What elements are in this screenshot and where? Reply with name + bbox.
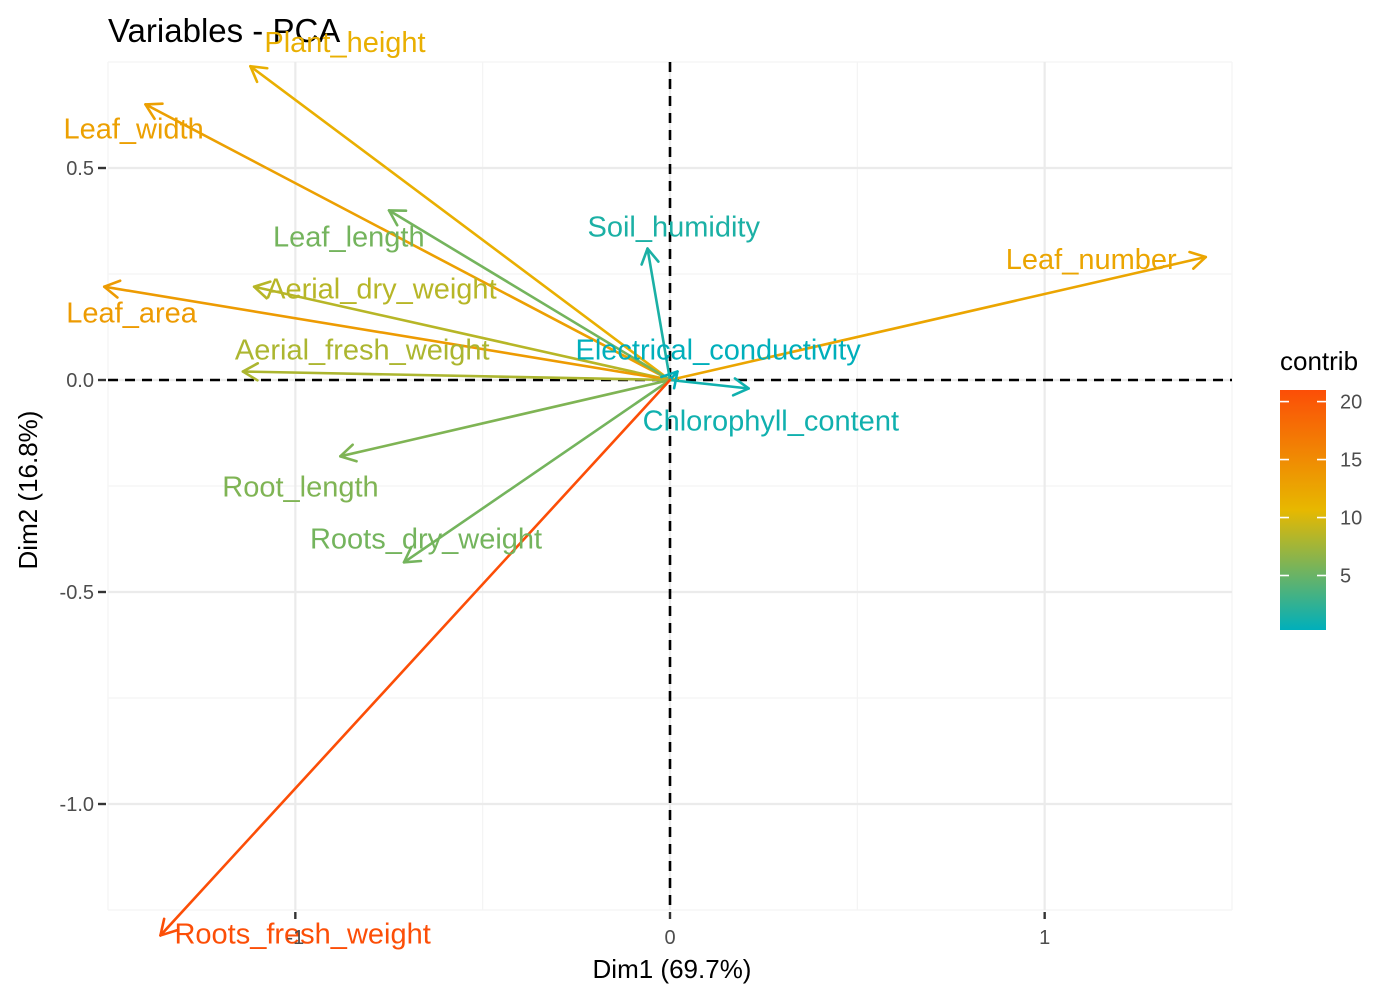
x-tick-label: 1 xyxy=(1039,927,1050,949)
arrow-head xyxy=(144,102,164,121)
y-tick-label: -0.5 xyxy=(60,582,94,604)
arrow-leaf-length xyxy=(387,209,672,382)
arrow-shaft xyxy=(144,103,672,382)
arrow-shaft xyxy=(646,247,672,382)
x-tick-label: -1 xyxy=(286,927,304,949)
arrow-head xyxy=(249,64,269,84)
arrow-head xyxy=(338,443,358,463)
legend-colorbar xyxy=(1280,390,1326,630)
label-soil-humidity: Soil_humidity xyxy=(588,212,761,244)
arrow-shaft xyxy=(159,378,672,937)
x-axis-title: Dim1 (69.7%) xyxy=(593,954,752,984)
arrow-shaft xyxy=(252,285,672,382)
arrow-leaf-number xyxy=(668,250,1208,382)
arrow-shaft xyxy=(402,378,672,564)
y-axis-ticks: -1.0 -0.5 0.0 0.5 xyxy=(60,158,106,816)
arrow-shaft xyxy=(338,378,672,458)
label-chlorophyll-content: Chlorophyll_content xyxy=(643,405,899,437)
label-leaf-number: Leaf_number xyxy=(1006,244,1177,276)
contrib-legend: contrib 5 10 15 20 xyxy=(1280,346,1362,630)
x-axis-ticks: -1 0 1 xyxy=(286,912,1050,949)
chart-title: Variables - PCA xyxy=(108,12,340,49)
legend-tick-label: 5 xyxy=(1340,566,1351,588)
arrow-shaft xyxy=(668,378,750,390)
label-roots-dry-weight: Roots_dry_weight xyxy=(310,523,542,555)
legend-ticks: 5 10 15 20 xyxy=(1280,392,1362,588)
arrow-head xyxy=(159,917,178,937)
label-leaf-area: Leaf_area xyxy=(66,298,197,330)
arrow-roots-fresh-weight xyxy=(159,378,672,937)
arrow-chlorophyll-content xyxy=(668,377,750,397)
arrow-aerial-dry-weight xyxy=(252,280,672,382)
label-roots-fresh-weight: Roots_fresh_weight xyxy=(174,918,430,950)
arrow-head xyxy=(241,362,260,382)
y-tick-label: -1.0 xyxy=(60,794,94,816)
x-tick-label: 0 xyxy=(664,927,675,949)
legend-title: contrib xyxy=(1280,346,1358,376)
y-tick-label: 0.0 xyxy=(66,370,94,392)
arrow-leaf-area xyxy=(102,279,672,382)
label-electrical-conductivity: Electrical_conductivity xyxy=(575,335,861,367)
legend-tick-label: 10 xyxy=(1340,508,1362,530)
label-aerial-fresh-weight: Aerial_fresh_weight xyxy=(235,335,490,367)
arrow-shaft xyxy=(249,64,672,382)
arrow-root-length xyxy=(338,378,672,463)
y-axis-title: Dim2 (16.8%) xyxy=(13,411,43,570)
arrow-head xyxy=(252,280,272,300)
label-root-length: Root_length xyxy=(222,471,378,503)
arrow-plant-height xyxy=(249,64,672,382)
arrow-shaft xyxy=(241,370,672,382)
arrow-head xyxy=(387,209,408,227)
arrow-electrical-conductivity xyxy=(660,370,679,390)
arrow-head xyxy=(102,279,122,299)
arrow-shaft xyxy=(102,285,672,382)
variable-arrows xyxy=(102,64,1208,937)
arrow-head xyxy=(640,247,660,266)
arrow-soil-humidity xyxy=(640,247,672,382)
y-tick-label: 0.5 xyxy=(66,158,94,180)
variable-labels: Plant_height Leaf_width Leaf_length Aerial_… xyxy=(63,27,1177,950)
arrow-head xyxy=(660,370,679,390)
arrow-aerial-fresh-weight xyxy=(241,362,672,382)
arrow-shaft xyxy=(668,255,1208,382)
label-plant-height: Plant_height xyxy=(264,27,425,59)
arrow-shaft xyxy=(387,209,672,382)
arrow-leaf-width xyxy=(144,102,672,382)
legend-tick-label: 20 xyxy=(1340,392,1362,414)
label-aerial-dry-weight: Aerial_dry_weight xyxy=(266,274,497,306)
arrow-head xyxy=(402,545,423,564)
arrow-head xyxy=(731,377,750,397)
arrow-head xyxy=(1188,250,1208,270)
label-leaf-length: Leaf_length xyxy=(273,221,425,253)
label-leaf-width: Leaf_width xyxy=(63,113,203,145)
legend-tick-label: 15 xyxy=(1340,450,1362,472)
arrow-roots-dry-weight xyxy=(402,378,672,564)
